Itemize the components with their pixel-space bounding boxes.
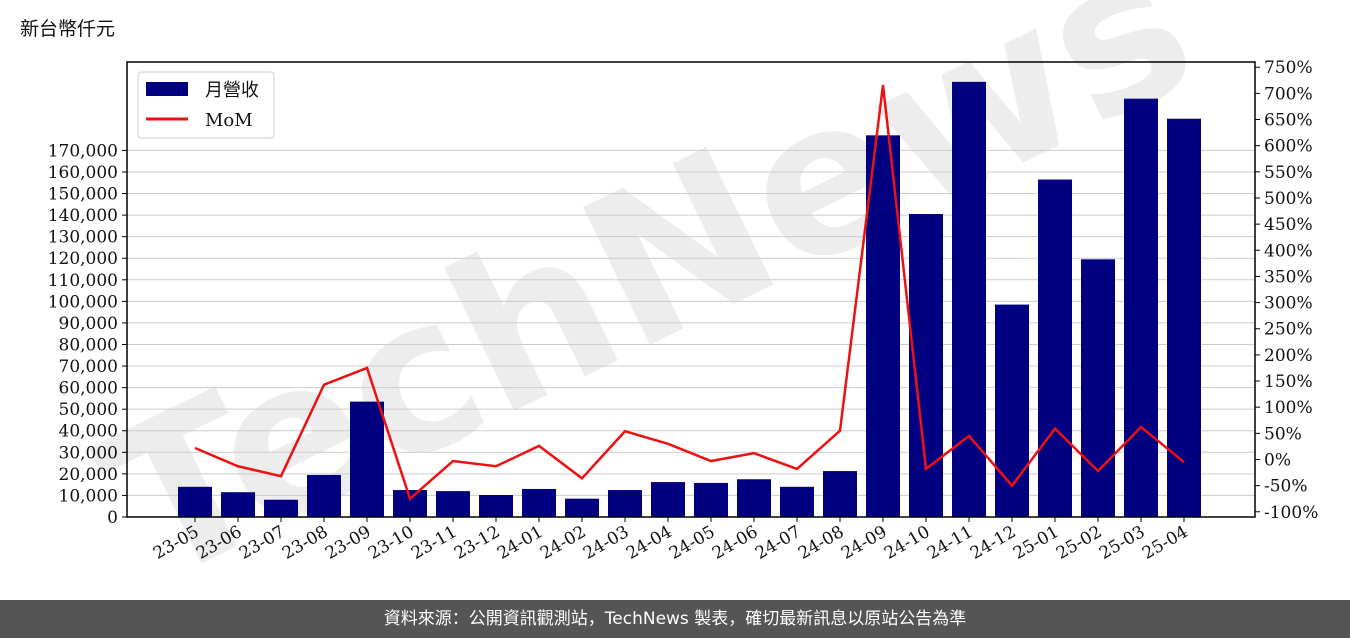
y-right-tick-label: 750% <box>1264 58 1313 78</box>
revenue-bar <box>178 486 212 517</box>
y-right-tick-label: 550% <box>1264 163 1313 183</box>
x-tick-label: 24-04 <box>623 522 675 564</box>
revenue-bar <box>737 479 771 517</box>
x-tick-label: 24-03 <box>580 522 632 564</box>
unit-label: 新台幣仟元 <box>20 18 116 40</box>
y-right-tick-label: 400% <box>1264 241 1313 261</box>
y-right-tick-label: 100% <box>1264 398 1313 418</box>
revenue-bar <box>608 490 642 517</box>
y-left-tick-label: 110,000 <box>48 271 118 291</box>
y-left-tick-label: 80,000 <box>59 335 118 355</box>
revenue-bar <box>1167 118 1201 518</box>
x-tick-label: 25-04 <box>1139 522 1191 564</box>
x-tick-label: 24-11 <box>924 522 976 564</box>
y-right-tick-label: 250% <box>1264 320 1313 340</box>
y-right-tick-label: 600% <box>1264 137 1313 157</box>
revenue-bar <box>1081 259 1115 517</box>
revenue-bar <box>221 492 255 517</box>
y-left-tick-label: 140,000 <box>48 206 118 226</box>
revenue-bar <box>952 81 986 517</box>
y-left-tick-label: 20,000 <box>59 465 118 485</box>
y-left-tick-label: 160,000 <box>48 163 118 183</box>
revenue-bar <box>1124 98 1158 518</box>
mom-line <box>194 84 1185 501</box>
revenue-chart: TechNews 010,00020,00030,00040,00050,000… <box>48 0 1319 600</box>
y-left-tick-label: 120,000 <box>48 249 118 269</box>
revenue-bar <box>780 486 814 517</box>
y-left-tick-label: 50,000 <box>59 400 118 420</box>
y-left-tick-label: 40,000 <box>59 422 118 442</box>
revenue-bar <box>866 135 900 517</box>
y-right-tick-label: 0% <box>1264 450 1291 470</box>
x-tick-label: 24-01 <box>494 522 546 564</box>
legend-line-label: MoM <box>205 110 253 131</box>
revenue-bar <box>522 488 556 517</box>
y-left-tick-label: 60,000 <box>59 379 118 399</box>
y-right-tick-label: 450% <box>1264 215 1313 235</box>
y-right-tick-label: 350% <box>1264 267 1313 287</box>
revenue-bar <box>479 495 513 517</box>
y-left-tick-label: 30,000 <box>59 443 118 463</box>
x-tick-label: 25-03 <box>1096 522 1148 564</box>
y-right-tick-label: 700% <box>1264 84 1313 104</box>
legend-bar-label: 月營收 <box>205 80 259 101</box>
y-left-tick-label: 170,000 <box>48 141 118 161</box>
legend: 月營收 MoM <box>137 71 275 139</box>
y-left-tick-label: 100,000 <box>48 292 118 312</box>
x-tick-label: 24-09 <box>838 522 890 564</box>
x-tick-label: 25-02 <box>1053 522 1105 564</box>
revenue-bar <box>565 498 599 517</box>
footer-source-note: 資料來源：公開資訊觀測站，TechNews 製表，確切最新訊息以原站公告為準 <box>0 600 1350 638</box>
revenue-bar <box>1038 179 1072 518</box>
y-right-tick-label: 150% <box>1264 372 1313 392</box>
y-right-tick-label: -50% <box>1264 477 1308 497</box>
x-tick-label: 24-07 <box>752 522 804 564</box>
y-left-tick-label: 0 <box>107 508 118 528</box>
y-right-tick-label: 50% <box>1264 424 1302 444</box>
x-tick-label: 23-12 <box>451 522 503 564</box>
revenue-bar <box>694 482 728 517</box>
revenue-bar <box>651 482 685 517</box>
x-tick-label: 24-02 <box>537 522 589 564</box>
revenue-bar <box>350 401 384 517</box>
revenue-bar <box>436 491 470 517</box>
y-right-tick-label: 650% <box>1264 111 1313 131</box>
y-right-tick-label: 200% <box>1264 346 1313 366</box>
y-right-tick-label: 300% <box>1264 294 1313 314</box>
revenue-bar <box>995 304 1029 517</box>
y-left-tick-label: 70,000 <box>59 357 118 377</box>
x-tick-label: 23-11 <box>408 522 460 564</box>
x-tick-label: 24-05 <box>666 522 718 564</box>
x-tick-label: 24-10 <box>881 522 933 564</box>
x-tick-label: 24-12 <box>967 522 1019 564</box>
plot-frame <box>126 61 1256 518</box>
revenue-bar <box>393 490 427 517</box>
y-left-tick-label: 130,000 <box>48 228 118 248</box>
legend-bar-swatch <box>146 82 188 96</box>
revenue-bar <box>264 499 298 517</box>
y-left-tick-label: 150,000 <box>48 185 118 205</box>
x-tick-label: 25-01 <box>1010 522 1062 564</box>
x-tick-label: 24-06 <box>709 522 761 564</box>
y-right-tick-label: 500% <box>1264 189 1313 209</box>
revenue-bar <box>823 471 857 517</box>
x-tick-label: 24-08 <box>795 522 847 564</box>
y-left-tick-label: 90,000 <box>59 314 118 334</box>
y-left-tick-label: 10,000 <box>59 486 118 506</box>
revenue-bar <box>307 474 341 517</box>
y-right-tick-label: -100% <box>1264 503 1318 523</box>
